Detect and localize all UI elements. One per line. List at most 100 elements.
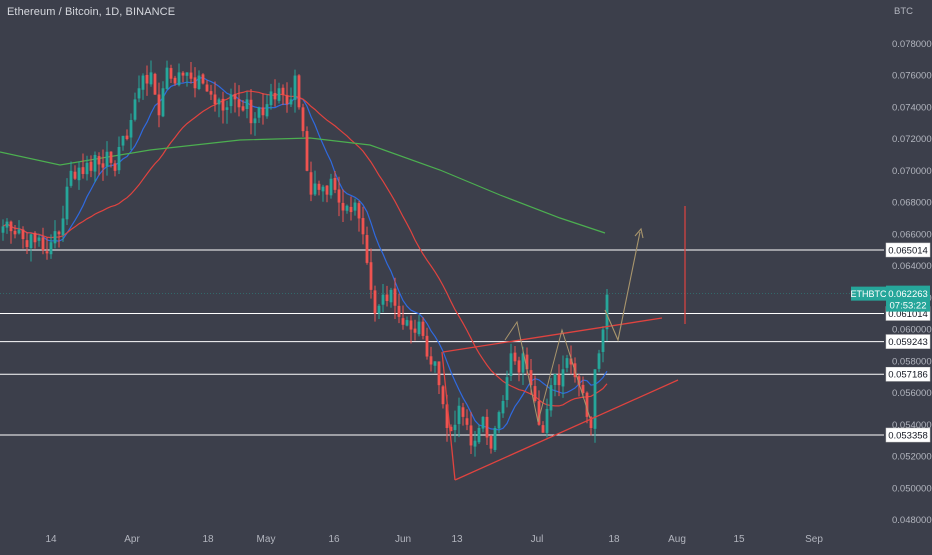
x-tick-label: 18 <box>202 534 214 545</box>
candle <box>561 355 565 398</box>
candle-body <box>405 320 409 326</box>
candle <box>289 87 293 108</box>
candle-body <box>389 289 393 303</box>
candle <box>345 204 349 214</box>
candle-body <box>357 203 361 219</box>
candle <box>557 364 561 397</box>
candle-body <box>217 99 221 105</box>
candle <box>5 218 9 234</box>
level-tag-text: 0.053358 <box>888 431 928 442</box>
candle <box>489 434 493 454</box>
candle-body <box>445 404 449 428</box>
candle-body <box>281 87 285 95</box>
candle-body <box>341 202 345 211</box>
candle-body <box>257 107 261 118</box>
candle <box>349 196 353 221</box>
candle-body <box>197 75 201 89</box>
candle-body <box>265 104 269 117</box>
candle-body <box>81 167 85 174</box>
candle <box>425 327 429 360</box>
candle-body <box>165 67 169 89</box>
candle <box>77 161 81 190</box>
candle <box>545 398 549 438</box>
candle-body <box>145 74 149 84</box>
candle-body <box>521 353 525 373</box>
ma-slow-line <box>0 137 606 234</box>
candle <box>53 220 57 249</box>
candle-body <box>277 88 281 101</box>
candle <box>517 356 521 382</box>
candle <box>389 287 393 308</box>
symbol-tag: ETHBTC <box>851 286 887 301</box>
candle <box>221 91 225 124</box>
candle-body <box>577 376 581 386</box>
candle <box>29 233 33 262</box>
candle <box>69 161 73 188</box>
level-tag-box <box>885 427 931 443</box>
candle <box>237 85 241 117</box>
candle-body <box>121 135 125 146</box>
candle-body <box>421 321 425 336</box>
candle <box>449 424 453 432</box>
candle-body <box>245 99 249 109</box>
candle <box>13 224 17 239</box>
candle <box>165 60 169 90</box>
candle-body <box>553 374 557 385</box>
candle <box>569 345 573 375</box>
candle <box>89 155 93 178</box>
candle-body <box>541 425 545 433</box>
candle <box>73 165 77 181</box>
candle-body <box>369 262 373 290</box>
candle-body <box>233 93 237 100</box>
candle-body <box>417 321 421 335</box>
candle-body <box>5 221 9 228</box>
candle <box>105 141 109 176</box>
candle-body <box>297 75 301 108</box>
candle-body <box>425 335 429 357</box>
candle <box>309 161 313 202</box>
candle-body <box>601 329 605 352</box>
y-tick-label: 0.056000 <box>892 388 932 399</box>
x-tick-label: 18 <box>608 534 620 545</box>
candle-body <box>585 392 589 417</box>
candle <box>385 285 389 307</box>
candle-body <box>285 95 289 105</box>
candle-body <box>377 305 381 314</box>
candle-body <box>25 240 29 248</box>
candle-body <box>129 120 133 138</box>
candle-body <box>429 356 433 365</box>
candle-body <box>489 436 493 449</box>
candle <box>133 92 137 122</box>
candle <box>341 189 345 222</box>
candle <box>101 149 105 181</box>
candle-body <box>65 186 69 220</box>
candle-body <box>241 106 245 111</box>
candle <box>9 220 13 244</box>
candle-body <box>365 235 369 263</box>
candle <box>213 81 217 112</box>
candle-body <box>189 72 193 79</box>
symbol-tag-box <box>851 286 886 301</box>
candle-body <box>533 386 537 401</box>
candle-body <box>517 360 521 373</box>
current-price-tag-box <box>886 285 930 312</box>
candle <box>433 361 437 373</box>
candle <box>269 83 273 110</box>
y-tick-label: 0.048000 <box>892 515 932 526</box>
y-tick-label: 0.072000 <box>892 134 932 145</box>
candle <box>429 346 433 372</box>
candle-body <box>41 237 45 251</box>
candle-body <box>513 352 517 362</box>
candle <box>1 219 5 241</box>
candle <box>353 198 357 216</box>
candle-body <box>177 72 181 86</box>
candle <box>405 316 409 327</box>
candle-body <box>249 99 253 124</box>
y-tick-label: 0.060000 <box>892 325 932 336</box>
candle <box>421 317 425 340</box>
candle-body <box>229 94 233 107</box>
candle <box>209 84 213 101</box>
candle <box>217 97 221 118</box>
